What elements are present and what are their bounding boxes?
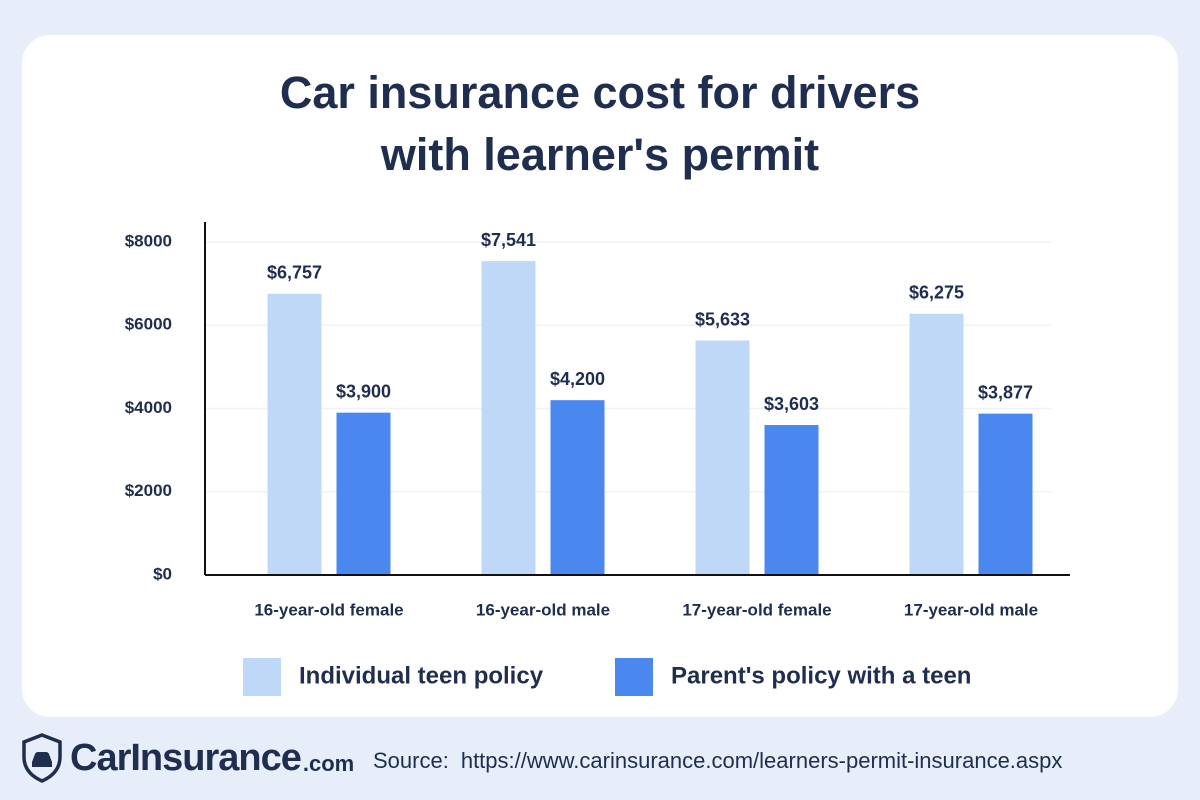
x-tick-label: 16-year-old female <box>254 600 403 619</box>
value-label: $3,877 <box>978 382 1033 402</box>
bar <box>336 412 391 575</box>
bar <box>481 261 536 575</box>
brand-suffix: .com <box>303 751 354 776</box>
value-label: $4,200 <box>550 369 605 389</box>
legend-label: Parent's policy with a teen <box>671 662 971 689</box>
value-label: $6,275 <box>909 283 964 303</box>
bar <box>764 425 819 575</box>
x-tick-label: 17-year-old female <box>682 600 831 619</box>
logo-icon <box>22 733 62 783</box>
y-tick-label: $2000 <box>125 481 172 500</box>
y-tick-label: $0 <box>153 564 172 583</box>
x-tick-label: 16-year-old male <box>476 600 610 619</box>
bar <box>978 413 1033 575</box>
y-tick-label: $6000 <box>125 315 172 334</box>
y-tick-label: $4000 <box>125 398 172 417</box>
bar <box>909 313 964 575</box>
chart-title: Car insurance cost for drivers with lear… <box>279 67 921 180</box>
value-label: $3,900 <box>336 381 391 401</box>
value-label: $5,633 <box>695 309 750 329</box>
y-tick-label: $8000 <box>125 231 172 250</box>
brand-name: CarInsurance <box>70 737 301 779</box>
bar <box>550 400 605 575</box>
source-label: Source: <box>373 748 449 773</box>
legend-swatch <box>243 658 281 696</box>
bar <box>695 340 750 575</box>
bar <box>267 293 322 575</box>
x-tick-label: 17-year-old male <box>904 600 1038 619</box>
value-label: $6,757 <box>267 262 322 282</box>
legend-label: Individual teen policy <box>299 662 544 689</box>
value-label: $3,603 <box>764 394 819 414</box>
chart-card <box>22 35 1178 717</box>
legend-swatch <box>615 658 653 696</box>
value-label: $7,541 <box>481 230 536 250</box>
source-url: https://www.carinsurance.com/learners-pe… <box>461 748 1063 773</box>
